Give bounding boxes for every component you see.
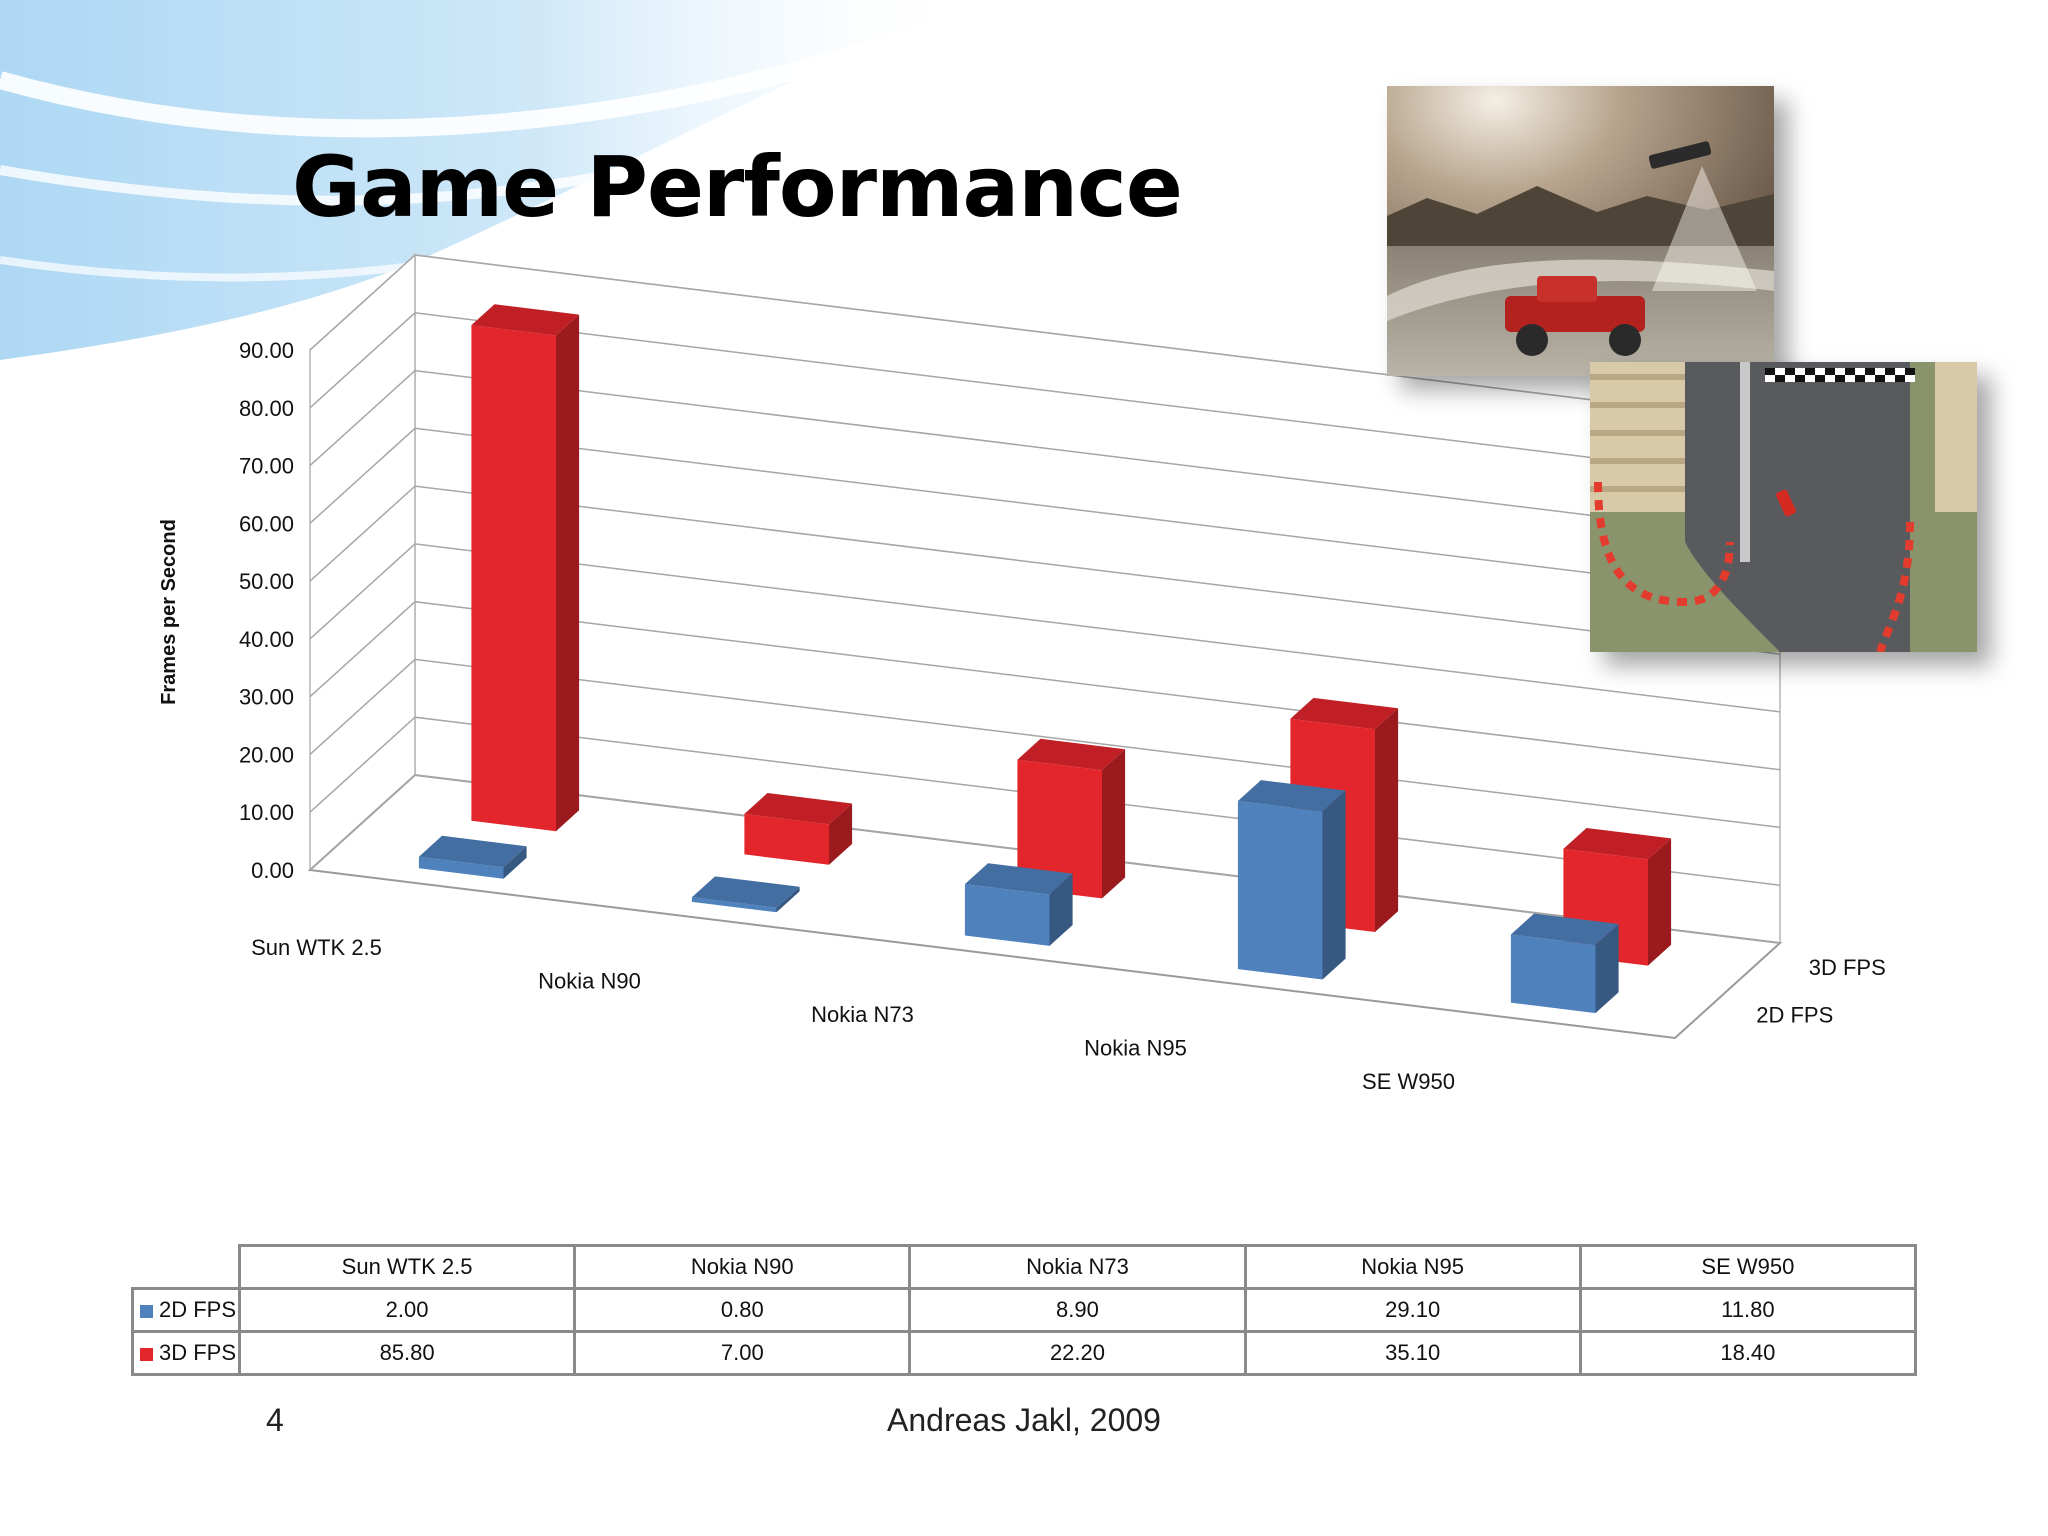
table-cell: 85.80 (237, 1330, 577, 1376)
y-tick-label: 80.00 (239, 396, 294, 421)
gridline (309, 369, 1781, 540)
bar-side (1102, 749, 1126, 899)
table-header-cell: Nokia N95 (1243, 1244, 1582, 1290)
y-tick-label: 60.00 (239, 511, 294, 536)
table-cell: 2.00 (237, 1287, 577, 1333)
y-tick-label: 10.00 (239, 800, 294, 825)
bar-front (744, 813, 829, 865)
table-row-label: 3D FPS (131, 1330, 241, 1376)
row-label-text: 2D FPS (159, 1297, 237, 1322)
table-header-cell: Sun WTK 2.5 (237, 1244, 577, 1290)
table-header-cell: Nokia N90 (573, 1244, 912, 1290)
legend-swatch-2d (140, 1305, 153, 1318)
bar-front (1237, 801, 1323, 980)
table-header-cell: SE W950 (1578, 1244, 1918, 1290)
footer-author: Andreas Jakl, 2009 (887, 1402, 1161, 1438)
bar-top (1290, 697, 1399, 730)
bar-side (1322, 790, 1346, 980)
table-row-label: 2D FPS (131, 1287, 241, 1333)
table-row: 3D FPS 85.80 7.00 22.20 35.10 18.40 (131, 1330, 1918, 1376)
table-row: 2D FPS 2.00 0.80 8.90 29.10 11.80 (131, 1287, 1918, 1333)
table-cell: 18.40 (1578, 1330, 1918, 1376)
chart-side-wall (309, 253, 416, 872)
page-number: 4 (266, 1402, 284, 1438)
bar-top (1237, 780, 1346, 812)
table-cell: 22.20 (908, 1330, 1247, 1376)
y-tick-label: 30.00 (239, 685, 294, 710)
bar-top (964, 863, 1073, 895)
bar-3d-2 (1017, 738, 1126, 899)
red-car-icon (1776, 489, 1796, 517)
y-tick-label: 90.00 (239, 338, 294, 363)
bar-side (503, 846, 527, 879)
data-table: Sun WTK 2.5 Nokia N90 Nokia N73 Nokia N9… (131, 1244, 1918, 1376)
checkered-finish-line (1765, 368, 1915, 382)
bar-front (691, 897, 777, 913)
y-axis-title: Frames per Second (158, 519, 180, 705)
bar-top (691, 876, 800, 908)
gridline (309, 543, 1781, 713)
series-depth-label: 2D FPS (1756, 1002, 1833, 1027)
bar-2d-4 (1510, 913, 1619, 1014)
bar-2d-1 (691, 876, 800, 913)
y-tick-label: 50.00 (239, 569, 294, 594)
table-cell: 8.90 (908, 1287, 1247, 1333)
game-screenshot-2d (1590, 362, 1977, 652)
bar-top (1017, 738, 1126, 771)
bar-front (1510, 934, 1596, 1014)
chart-labels: 0.00 10.00 20.00 30.00 40.00 50.00 60.00 70.00 8… (158, 338, 1886, 1094)
bar-2d-3 (1237, 780, 1346, 980)
y-tick-label: 40.00 (239, 627, 294, 652)
bar-front (964, 884, 1050, 946)
bar-2d-2 (964, 863, 1073, 946)
bar-side (1648, 838, 1672, 966)
bar-front (418, 856, 504, 879)
game-screenshot-3d (1387, 86, 1774, 376)
category-label: Nokia N90 (538, 968, 641, 993)
table-cell: 0.80 (573, 1287, 912, 1333)
bar-side (1595, 924, 1619, 1014)
category-label: Nokia N73 (811, 1002, 914, 1027)
bar-side (1049, 873, 1073, 946)
bar-side (1375, 708, 1399, 932)
table-header-cell: Nokia N73 (908, 1244, 1247, 1290)
bar-top (1563, 828, 1672, 860)
bar-front (471, 325, 556, 832)
slide-title: Game Performance (292, 138, 1183, 236)
gridline (309, 427, 1781, 598)
y-tick-label: 20.00 (239, 742, 294, 767)
bar-side (829, 803, 853, 865)
table-cell: 7.00 (573, 1330, 912, 1376)
legend-swatch-3d (140, 1348, 153, 1361)
bar-top (744, 793, 853, 825)
category-label: Nokia N95 (1084, 1036, 1187, 1061)
table-cell: 29.10 (1243, 1287, 1582, 1333)
table-cell: 35.10 (1243, 1330, 1582, 1376)
series-depth-label: 3D FPS (1809, 955, 1886, 980)
table-header-row: Sun WTK 2.5 Nokia N90 Nokia N73 Nokia N9… (132, 1244, 1918, 1290)
category-label: Sun WTK 2.5 (251, 935, 382, 960)
bar-top (471, 304, 580, 336)
table-cell: 11.80 (1578, 1287, 1918, 1333)
bar-side (556, 314, 580, 832)
y-tick-label: 70.00 (239, 454, 294, 479)
red-truck-icon (1505, 276, 1645, 356)
bar-top (418, 835, 527, 868)
gridline (309, 312, 1781, 482)
bar-2d-0 (418, 835, 527, 879)
bar-side (776, 886, 800, 913)
chart-bars (418, 304, 1672, 1014)
gridline (309, 254, 1781, 424)
bar-front (1017, 759, 1102, 899)
bar-3d-1 (744, 793, 853, 865)
y-tick-label: 0.00 (251, 858, 294, 883)
table-corner (132, 1245, 241, 1290)
category-label: SE W950 (1362, 1069, 1455, 1094)
gridline (309, 485, 1781, 655)
bar-top (1510, 913, 1619, 945)
bar-3d-0 (471, 304, 580, 832)
row-label-text: 3D FPS (159, 1340, 237, 1365)
